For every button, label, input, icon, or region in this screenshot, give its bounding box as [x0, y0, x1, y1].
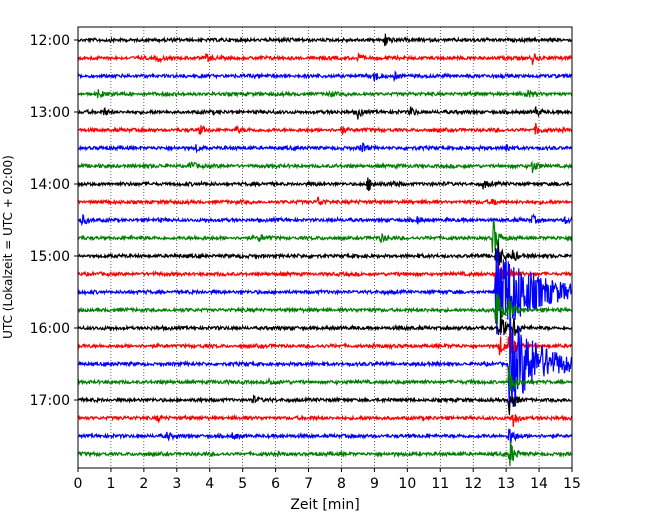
- seismogram-trace: [78, 196, 572, 207]
- seismogram-trace: [78, 51, 572, 65]
- seismogram-trace: [78, 441, 572, 467]
- seismogram-trace: [78, 428, 572, 446]
- x-tick-label: 1: [106, 476, 115, 492]
- seismogram-trace: [78, 122, 572, 135]
- seismogram-trace: [78, 394, 572, 416]
- y-tick-label: 16:00: [30, 321, 70, 337]
- y-axis: 12:00 13:00 14:00 15:00 16:00 17:00: [30, 33, 78, 409]
- plot-frame: [77, 26, 573, 469]
- seismogram-trace: [78, 89, 572, 99]
- seismogram-trace: [78, 106, 572, 120]
- y-tick-label: 14:00: [30, 177, 70, 193]
- x-tick-label: 15: [563, 476, 581, 492]
- x-tick-label: 12: [464, 476, 482, 492]
- trace-group: [78, 33, 572, 467]
- x-tick-label: 4: [205, 476, 214, 492]
- x-axis: 0 1 2 3 4 5 6 7 8 9 10 11 12 13 14 15: [74, 468, 581, 492]
- seismogram-trace: [78, 160, 572, 174]
- seismogram-trace: [78, 177, 572, 192]
- y-tick-label: 13:00: [30, 105, 70, 121]
- seismogram-trace: [78, 249, 572, 336]
- seismogram-trace: [78, 142, 572, 154]
- x-tick-label: 9: [370, 476, 379, 492]
- seismogram-trace: [78, 213, 572, 227]
- x-tick-label: 6: [271, 476, 280, 492]
- x-tick-label: 8: [337, 476, 346, 492]
- seismogram-trace: [78, 241, 572, 266]
- x-tick-label: 10: [398, 476, 416, 492]
- x-tick-label: 0: [74, 476, 83, 492]
- seismogram-trace: [78, 324, 572, 356]
- y-tick-label: 12:00: [30, 33, 70, 49]
- x-tick-label: 3: [172, 476, 181, 492]
- x-tick-label: 13: [497, 476, 515, 492]
- x-tick-label: 7: [304, 476, 313, 492]
- seismogram-trace: [78, 293, 572, 324]
- seismogram-trace: [78, 33, 572, 47]
- x-tick-label: 2: [139, 476, 148, 492]
- seismogram-trace: [78, 70, 572, 83]
- seismogram-trace: [78, 364, 572, 392]
- seismogram-trace: [78, 261, 572, 291]
- x-tick-label: 5: [238, 476, 247, 492]
- seismogram-trace: [78, 220, 572, 253]
- x-axis-label: Zeit [min]: [290, 497, 359, 513]
- x-tick-label: 14: [530, 476, 548, 492]
- seismogram-trace: [78, 310, 572, 342]
- x-tick-label: 11: [431, 476, 449, 492]
- y-tick-label: 15:00: [30, 249, 70, 265]
- seismogram-trace: [78, 413, 572, 428]
- seismogram-trace: [78, 317, 572, 413]
- y-axis-label: UTC (Lokalzeit = UTC + 02:00): [1, 155, 15, 339]
- y-tick-label: 17:00: [30, 393, 70, 409]
